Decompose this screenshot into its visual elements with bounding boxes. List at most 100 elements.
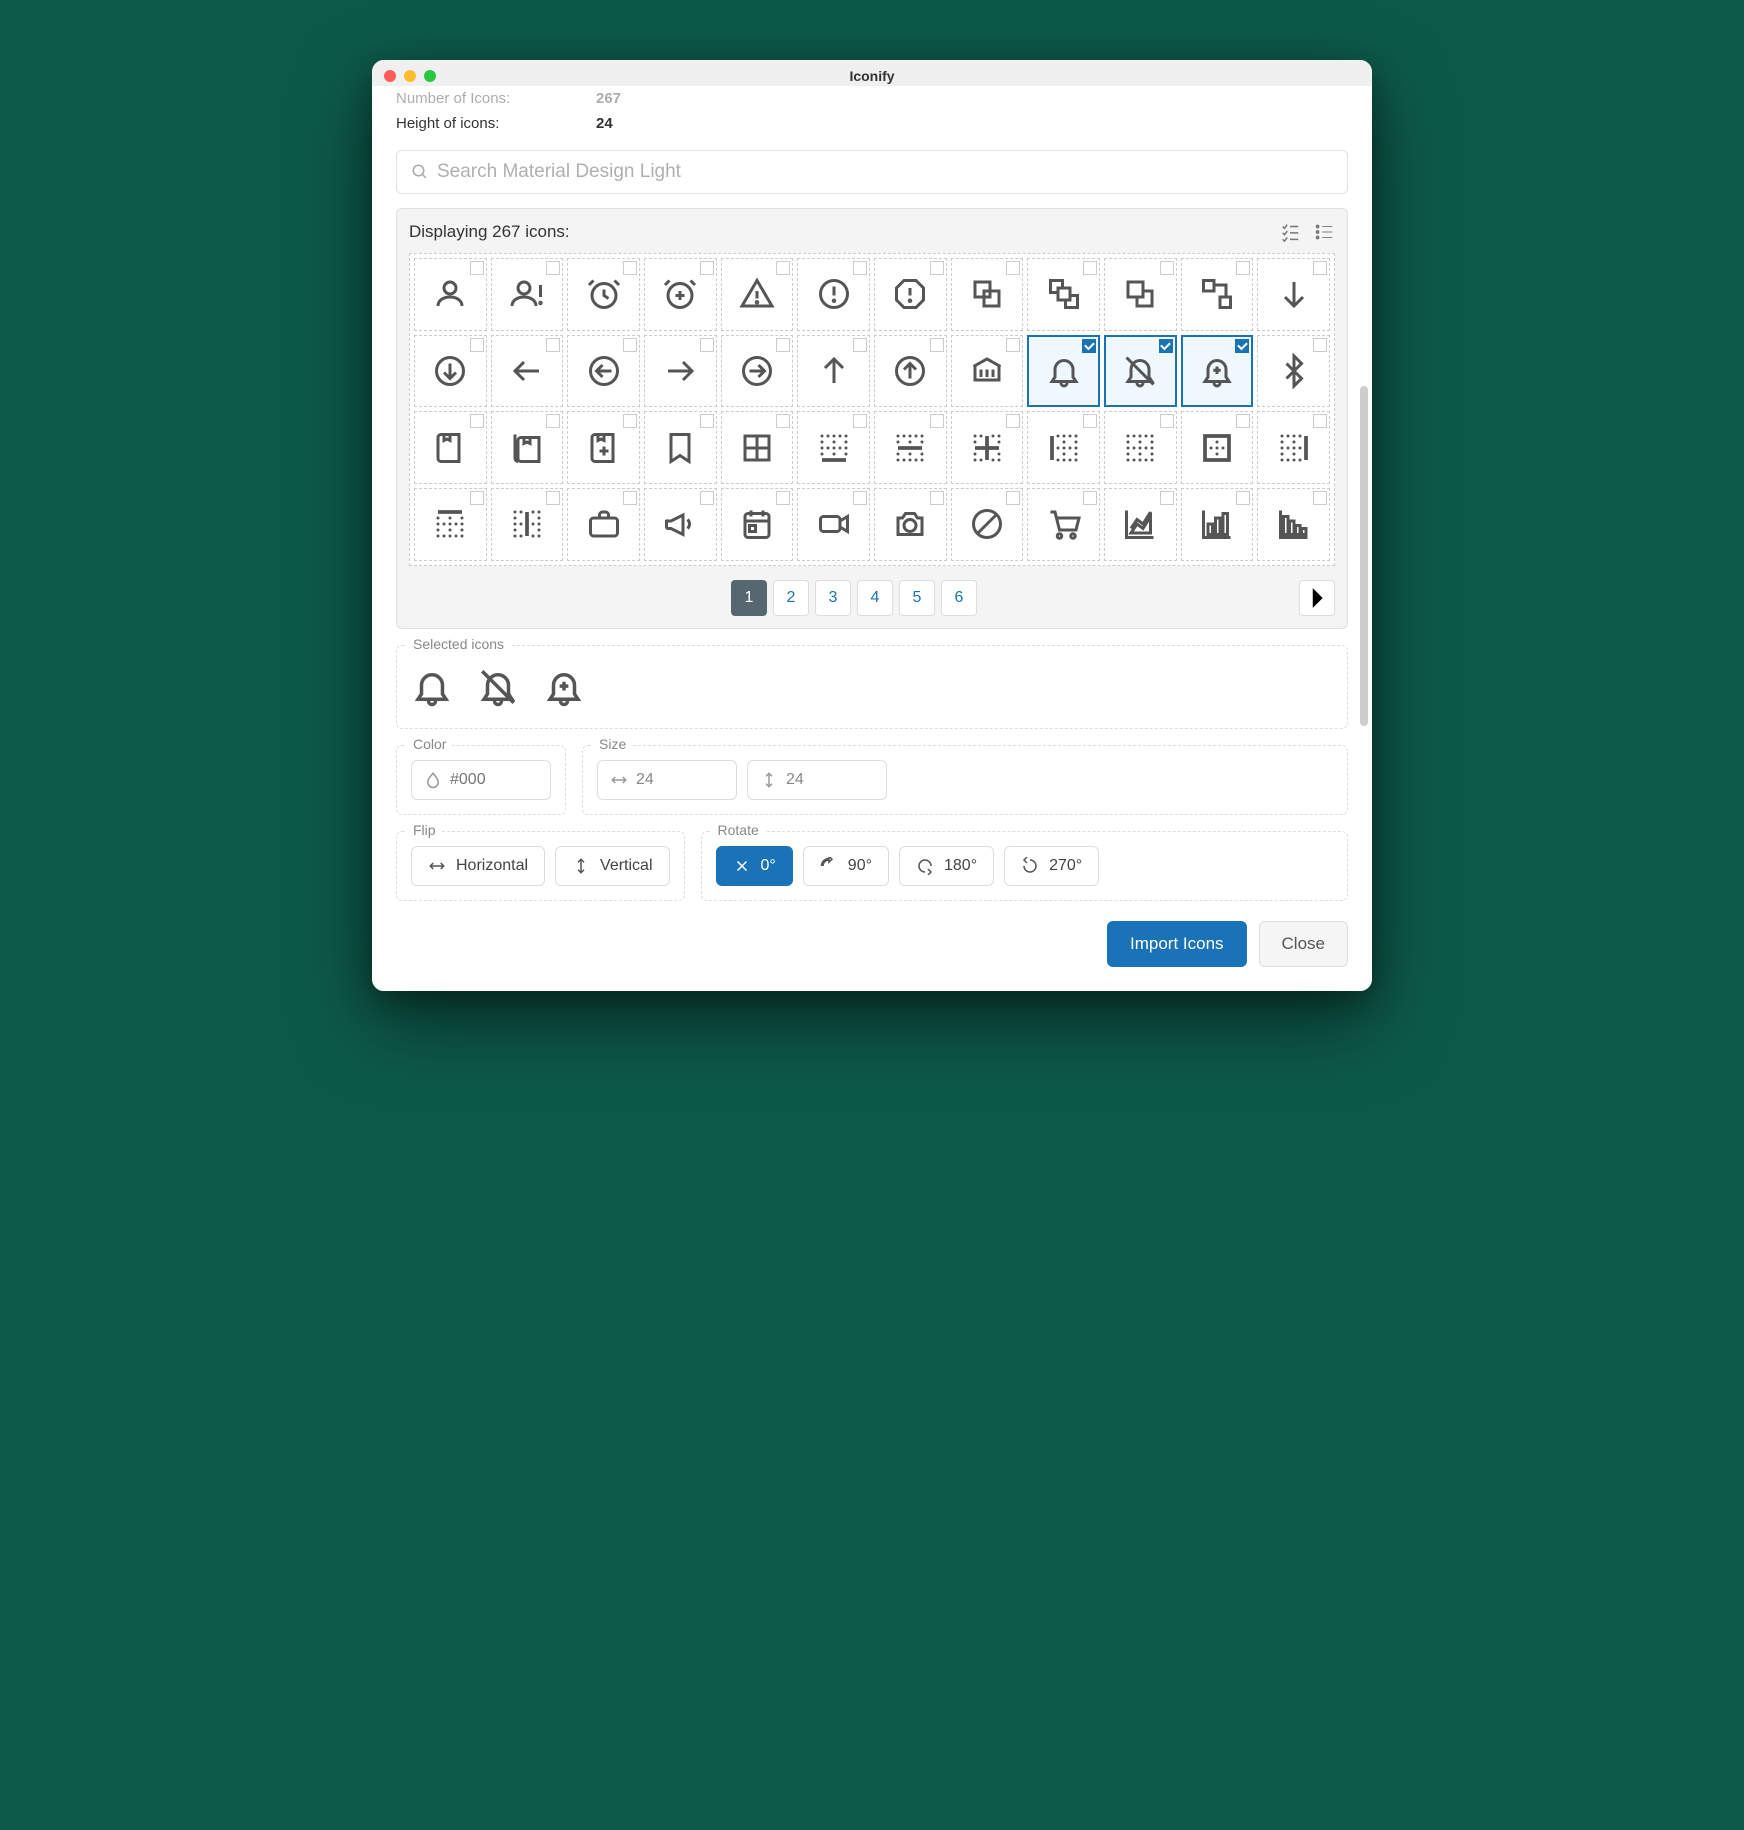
icon-cell-arrow-left-circle[interactable]	[567, 335, 640, 408]
checkbox[interactable]	[1083, 491, 1097, 505]
search-input[interactable]	[437, 161, 1333, 183]
icon-cell-book[interactable]	[414, 411, 487, 484]
icon-cell-bluetooth[interactable]	[1257, 335, 1330, 408]
icon-cell-briefcase[interactable]	[567, 488, 640, 561]
checkbox[interactable]	[1006, 414, 1020, 428]
checkbox[interactable]	[853, 414, 867, 428]
icon-cell-cart[interactable]	[1027, 488, 1100, 561]
rotate-90-button[interactable]: 90°	[803, 846, 889, 886]
checkbox[interactable]	[1006, 491, 1020, 505]
page-2-button[interactable]: 2	[773, 580, 809, 616]
checkbox[interactable]	[623, 414, 637, 428]
bell-plus-icon[interactable]	[543, 666, 585, 708]
icon-cell-border-horizontal[interactable]	[874, 411, 947, 484]
checkbox[interactable]	[546, 261, 560, 275]
checkbox[interactable]	[1236, 414, 1250, 428]
page-next-button[interactable]	[1299, 580, 1335, 616]
checkbox[interactable]	[700, 491, 714, 505]
checkbox[interactable]	[1313, 338, 1327, 352]
icon-cell-arrow-right-circle[interactable]	[721, 335, 794, 408]
icon-cell-alarm[interactable]	[567, 258, 640, 331]
icon-cell-bell-off[interactable]	[1104, 335, 1177, 408]
checkbox[interactable]	[623, 261, 637, 275]
icon-cell-border-none[interactable]	[1104, 411, 1177, 484]
checkbox[interactable]	[1313, 414, 1327, 428]
icon-cell-border-left[interactable]	[1027, 411, 1100, 484]
icon-cell-alarm-plus[interactable]	[644, 258, 717, 331]
icon-cell-arrow-up[interactable]	[797, 335, 870, 408]
icon-cell-book-multiple[interactable]	[491, 411, 564, 484]
icon-cell-bell-plus[interactable]	[1181, 335, 1254, 408]
checkbox[interactable]	[546, 338, 560, 352]
icon-cell-calendar[interactable]	[721, 488, 794, 561]
height-input[interactable]: 24	[747, 760, 887, 800]
checkbox[interactable]	[1160, 261, 1174, 275]
icon-cell-arrange-bring-forward[interactable]	[951, 258, 1024, 331]
import-button[interactable]: Import Icons	[1107, 921, 1247, 967]
icon-cell-arrow-left[interactable]	[491, 335, 564, 408]
checkbox[interactable]	[930, 414, 944, 428]
checkbox[interactable]	[930, 338, 944, 352]
icon-cell-chart-bar[interactable]	[1181, 488, 1254, 561]
icon-cell-border-right[interactable]	[1257, 411, 1330, 484]
flip-horizontal-button[interactable]: Horizontal	[411, 846, 545, 886]
bell-icon[interactable]	[411, 666, 453, 708]
checkbox[interactable]	[1236, 491, 1250, 505]
checkbox[interactable]	[1160, 491, 1174, 505]
icon-cell-arrow-down[interactable]	[1257, 258, 1330, 331]
checkbox[interactable]	[470, 414, 484, 428]
icon-cell-alert-octagon[interactable]	[874, 258, 947, 331]
checkbox[interactable]	[470, 491, 484, 505]
checkbox[interactable]	[470, 338, 484, 352]
checkbox[interactable]	[1235, 339, 1249, 353]
checkbox[interactable]	[853, 338, 867, 352]
checkbox[interactable]	[776, 261, 790, 275]
checkbox[interactable]	[1006, 261, 1020, 275]
checkbox[interactable]	[1159, 339, 1173, 353]
checkbox[interactable]	[470, 261, 484, 275]
icon-cell-border-inside[interactable]	[951, 411, 1024, 484]
icon-cell-cancel[interactable]	[951, 488, 1024, 561]
page-3-button[interactable]: 3	[815, 580, 851, 616]
icon-cell-border-vertical[interactable]	[491, 488, 564, 561]
checkbox[interactable]	[546, 414, 560, 428]
icon-cell-chart-areaspline[interactable]	[1104, 488, 1177, 561]
rotate-270-button[interactable]: 270°	[1004, 846, 1099, 886]
checkbox[interactable]	[1313, 491, 1327, 505]
page-6-button[interactable]: 6	[941, 580, 977, 616]
icon-cell-border-all[interactable]	[721, 411, 794, 484]
close-button[interactable]: Close	[1259, 921, 1348, 967]
icon-cell-border-outside[interactable]	[1181, 411, 1254, 484]
page-5-button[interactable]: 5	[899, 580, 935, 616]
checkbox[interactable]	[623, 338, 637, 352]
search-field[interactable]	[396, 150, 1348, 194]
icon-cell-arrange-send-backward[interactable]	[1104, 258, 1177, 331]
page-1-button[interactable]: 1	[731, 580, 767, 616]
icon-cell-arrange-bring-to-front[interactable]	[1027, 258, 1100, 331]
icon-cell-bank[interactable]	[951, 335, 1024, 408]
icon-cell-bullhorn[interactable]	[644, 488, 717, 561]
checkbox[interactable]	[930, 261, 944, 275]
color-input[interactable]	[411, 760, 551, 800]
checkbox[interactable]	[776, 338, 790, 352]
checkbox[interactable]	[776, 414, 790, 428]
icon-cell-alert-circle[interactable]	[797, 258, 870, 331]
checklist-view-icon[interactable]	[1279, 221, 1301, 243]
checkbox[interactable]	[546, 491, 560, 505]
icon-cell-arrow-down-circle[interactable]	[414, 335, 487, 408]
color-value-input[interactable]	[450, 771, 520, 789]
icon-cell-bookmark[interactable]	[644, 411, 717, 484]
icon-cell-camera[interactable]	[874, 488, 947, 561]
icon-cell-account[interactable]	[414, 258, 487, 331]
checkbox[interactable]	[700, 261, 714, 275]
checkbox[interactable]	[1236, 261, 1250, 275]
icon-cell-arrow-up-circle[interactable]	[874, 335, 947, 408]
icon-cell-book-plus[interactable]	[567, 411, 640, 484]
icon-cell-account-alert[interactable]	[491, 258, 564, 331]
page-4-button[interactable]: 4	[857, 580, 893, 616]
checkbox[interactable]	[700, 338, 714, 352]
checkbox[interactable]	[1083, 261, 1097, 275]
icon-cell-chart-histogram[interactable]	[1257, 488, 1330, 561]
checkbox[interactable]	[1313, 261, 1327, 275]
checkbox[interactable]	[776, 491, 790, 505]
